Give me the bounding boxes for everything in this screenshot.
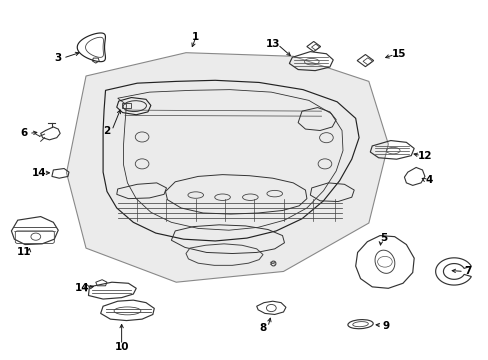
Bar xyxy=(306,41,320,51)
Text: 3: 3 xyxy=(55,53,61,63)
Text: 13: 13 xyxy=(265,40,280,49)
Bar xyxy=(362,58,372,65)
Polygon shape xyxy=(66,53,387,282)
Text: 12: 12 xyxy=(417,150,431,161)
Bar xyxy=(122,103,131,108)
Text: 5: 5 xyxy=(379,233,386,243)
Text: 7: 7 xyxy=(463,266,470,276)
Text: 4: 4 xyxy=(424,175,431,185)
Text: 14: 14 xyxy=(75,283,90,293)
Text: 15: 15 xyxy=(391,49,406,59)
Text: 14: 14 xyxy=(31,168,46,178)
Text: 9: 9 xyxy=(382,321,388,331)
Text: 1: 1 xyxy=(192,32,199,41)
Text: 8: 8 xyxy=(259,323,266,333)
Text: 10: 10 xyxy=(114,342,129,352)
Text: 11: 11 xyxy=(17,247,31,257)
Bar xyxy=(311,44,319,50)
Text: 2: 2 xyxy=(103,126,110,135)
Bar xyxy=(356,54,373,67)
Text: 6: 6 xyxy=(20,129,28,138)
